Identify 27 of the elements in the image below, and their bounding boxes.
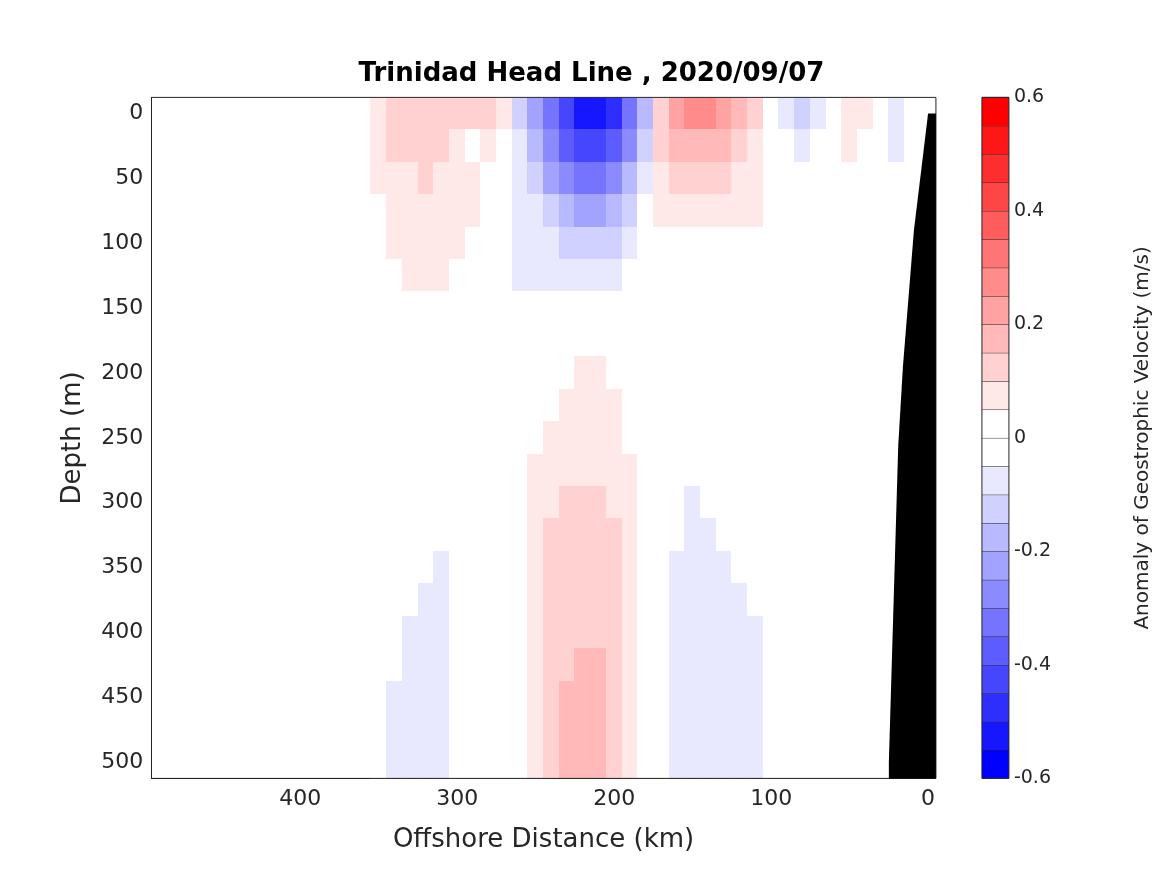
y-tick-label: 250 — [101, 423, 144, 449]
color-bar-title: Anomaly of Geostrophic Velocity (m/s) — [1129, 246, 1154, 630]
y-tick-label: 400 — [101, 618, 144, 644]
y-tick-label: 350 — [101, 553, 144, 579]
color-bar-label: -0.6 — [1013, 765, 1052, 788]
color-bar-label: -0.4 — [1013, 651, 1052, 674]
x-tick-label: 300 — [436, 785, 479, 811]
color-bar-label: -0.2 — [1013, 538, 1052, 561]
color-bar-label: 0.4 — [1013, 197, 1045, 220]
y-tick-label: 300 — [101, 488, 144, 514]
color-bar-label: 0.6 — [1013, 84, 1045, 107]
chart-title: Trinidad Head Line , 2020/09/07 — [358, 56, 825, 87]
y-tick-label: 500 — [101, 747, 144, 773]
color-bar-label: 0.2 — [1013, 311, 1045, 334]
y-axis-title: Depth (m) — [56, 371, 87, 505]
x-tick-label: 400 — [279, 785, 322, 811]
color-bar-label: 0 — [1013, 424, 1027, 447]
y-tick-label: 200 — [101, 358, 144, 384]
x-tick-label: 0 — [921, 785, 936, 811]
y-tick-label: 50 — [115, 164, 144, 190]
x-tick-label: 200 — [593, 785, 636, 811]
y-tick-label: 100 — [101, 229, 144, 255]
x-axis-title: Offshore Distance (km) — [392, 823, 695, 854]
y-tick-label: 0 — [129, 99, 144, 125]
y-tick-label: 150 — [101, 293, 144, 319]
x-tick-label: 100 — [750, 785, 793, 811]
y-tick-label: 450 — [101, 683, 144, 709]
